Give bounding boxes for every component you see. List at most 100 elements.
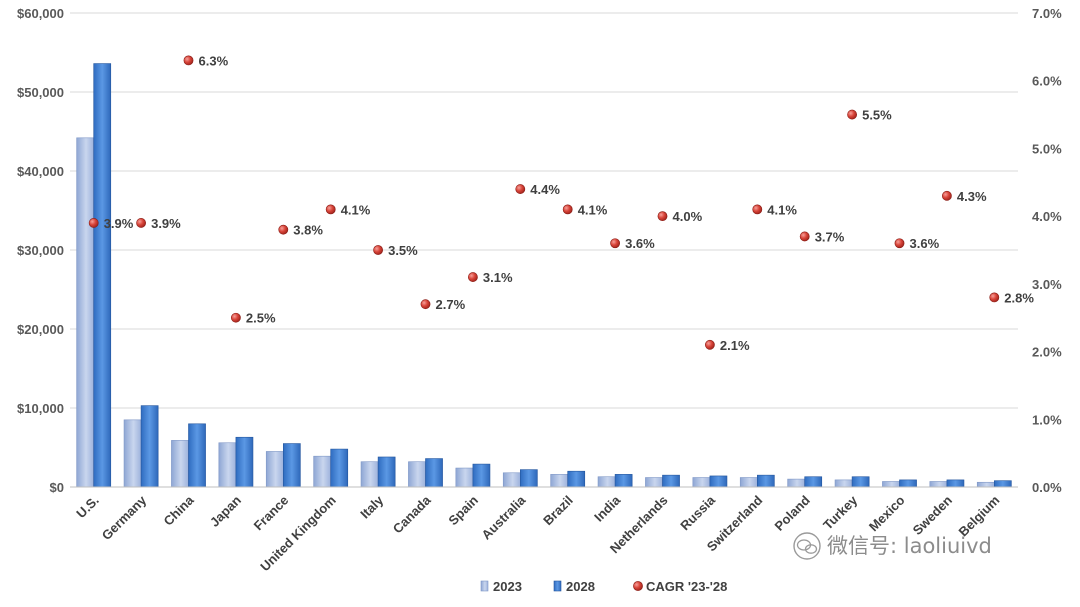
category-label: India	[591, 492, 624, 525]
bar-2023	[360, 461, 379, 488]
cagr-point	[373, 245, 383, 255]
cagr-data-label: 4.1%	[341, 202, 371, 217]
wechat-icon	[793, 532, 821, 560]
cagr-point	[799, 231, 810, 242]
bar-2023	[976, 481, 995, 488]
cagr-point	[183, 55, 194, 66]
category-label: Japan	[207, 492, 244, 529]
bar-2028	[519, 469, 538, 488]
category-label: U.S.	[73, 493, 101, 521]
cagr-data-label: 2.8%	[1004, 290, 1034, 305]
category-label: Russia	[677, 492, 718, 533]
cagr-markers: 3.9% 3.9% 6.3% 2.5% 3.8% 4.1% 3.5% 2.7% 3.1% 4.4%…	[88, 53, 1034, 353]
cagr-data-label: 4.1%	[578, 202, 608, 217]
category-label: Spain	[445, 492, 481, 528]
bar-2028	[899, 479, 917, 488]
axes: $0 $10,000 $20,000 $30,000 $40,000 $50,000 $60…	[17, 6, 1062, 574]
bar-2028	[425, 458, 443, 488]
category-label: Italy	[357, 492, 387, 522]
y-tick-label: $30,000	[17, 243, 64, 258]
category-label: Brazil	[540, 493, 576, 529]
cagr-data-label: 2.1%	[720, 338, 750, 353]
cagr-data-label: 3.7%	[815, 229, 845, 244]
legend-swatch	[553, 580, 562, 592]
category-label: France	[251, 493, 292, 534]
cagr-point	[894, 238, 905, 249]
category-label: Germany	[99, 492, 150, 543]
cagr-point	[515, 184, 526, 194]
y2-tick-label: 1.0%	[1032, 412, 1062, 427]
bar-2028	[330, 448, 349, 488]
cagr-point	[610, 238, 620, 249]
bar-2023	[692, 477, 711, 488]
y2-tick-label: 0.0%	[1032, 480, 1062, 495]
cagr-data-label: 3.6%	[625, 236, 655, 251]
y2-tick-label: 3.0%	[1032, 277, 1062, 292]
cagr-data-label: 5.5%	[862, 108, 892, 123]
bar-2023	[455, 467, 474, 488]
bar-2023	[834, 479, 853, 488]
bar-2028	[377, 456, 396, 488]
bar-2023	[265, 451, 284, 488]
gridlines	[70, 12, 1018, 409]
y2-tick-label: 5.0%	[1032, 141, 1062, 156]
legend: 2023 2028 CAGR '23-'28	[480, 579, 727, 594]
legend-swatch	[480, 580, 489, 592]
bar-2028	[804, 476, 823, 488]
bar-2028	[140, 405, 159, 488]
bar-2023	[123, 419, 142, 488]
category-label: Turkey	[820, 492, 861, 533]
cagr-point	[705, 339, 715, 350]
bar-2023	[787, 478, 805, 488]
y-tick-label: $60,000	[17, 6, 64, 21]
cagr-point	[420, 299, 431, 310]
y2-tick-label: 4.0%	[1032, 209, 1062, 224]
cagr-point	[752, 204, 763, 215]
watermark-text: 微信号: laoliuivd	[827, 534, 992, 558]
bar-2023	[408, 461, 426, 488]
cagr-point	[657, 211, 668, 222]
y-tick-label: $0	[50, 480, 64, 495]
bar-2028	[614, 474, 633, 488]
bar-2028	[188, 423, 206, 488]
y2-tick-label: 6.0%	[1032, 74, 1062, 89]
y-tick-label: $50,000	[17, 85, 64, 100]
bar-2028	[756, 474, 775, 488]
legend-label: 2023	[493, 579, 522, 594]
bar-2023	[929, 481, 948, 488]
category-label: Mexico	[866, 492, 908, 534]
cagr-data-label: 4.0%	[673, 209, 703, 224]
y-tick-label: $40,000	[17, 164, 64, 179]
cagr-data-label: 3.9%	[151, 216, 181, 231]
bar-2023	[171, 440, 189, 488]
category-label: Australia	[478, 492, 528, 542]
cagr-data-label: 3.8%	[293, 223, 323, 238]
bar-2028	[946, 479, 965, 488]
cagr-data-label: 4.4%	[530, 182, 560, 197]
legend-label: CAGR '23-'28	[646, 579, 727, 594]
bar-2023	[597, 476, 616, 488]
watermark: 微信号: laoliuivd	[793, 532, 992, 560]
cagr-point	[325, 204, 336, 215]
category-label: Sweden	[910, 492, 955, 537]
cagr-data-label: 6.3%	[199, 53, 229, 68]
bar-2028	[93, 63, 112, 488]
legend-2023: 2023	[480, 579, 522, 594]
category-label: Canada	[390, 492, 434, 536]
y-tick-label: $10,000	[17, 401, 64, 416]
legend-swatch	[633, 581, 643, 591]
y2-tick-label: 7.0%	[1032, 6, 1062, 21]
cagr-point	[88, 218, 99, 228]
legend-label: 2028	[566, 579, 595, 594]
cagr-data-label: 3.9%	[104, 216, 134, 231]
category-label: China	[160, 492, 197, 529]
bar-2023	[645, 477, 663, 488]
bar-2028	[282, 443, 301, 488]
cagr-data-label: 2.7%	[436, 297, 466, 312]
bar-2028	[472, 463, 491, 488]
cagr-point	[847, 109, 857, 120]
bars	[76, 63, 1012, 488]
bar-2023	[218, 442, 237, 488]
